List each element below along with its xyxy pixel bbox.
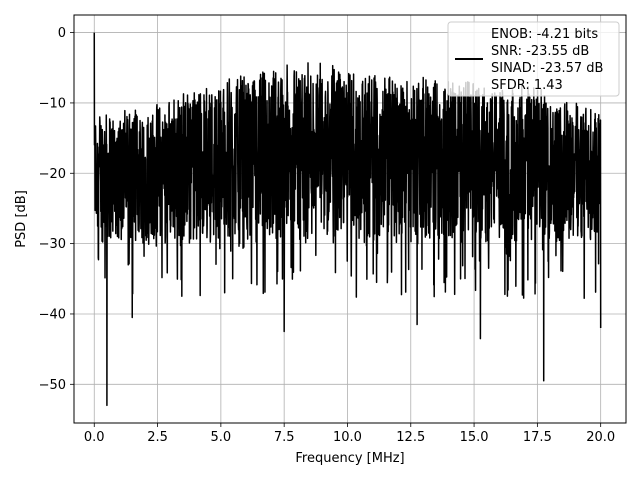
legend-sinad: SINAD: -23.57 dB xyxy=(491,61,603,76)
y-tick-label: −50 xyxy=(39,378,66,393)
legend-enob: ENOB: -4.21 bits xyxy=(491,27,598,42)
x-tick-label: 2.5 xyxy=(147,430,168,445)
x-axis-ticks: 0.0 2.5 5.0 7.5 10.0 12.5 15.0 17.5 20.0 xyxy=(84,423,615,445)
legend: ENOB: -4.21 bits SNR: -23.55 dB SINAD: -… xyxy=(447,21,620,97)
x-axis-label: Frequency [MHz] xyxy=(295,451,404,466)
legend-box xyxy=(447,21,620,97)
x-tick-label: 7.5 xyxy=(274,430,295,445)
psd-series-line xyxy=(93,32,602,407)
x-tick-label: 17.5 xyxy=(523,430,552,445)
y-tick-label: 0 xyxy=(58,26,66,41)
x-tick-label: 10.0 xyxy=(333,430,362,445)
y-tick-label: −20 xyxy=(39,167,66,182)
y-tick-label: −10 xyxy=(39,96,66,111)
x-tick-label: 5.0 xyxy=(211,430,232,445)
x-tick-label: 0.0 xyxy=(84,430,105,445)
x-tick-label: 15.0 xyxy=(460,430,489,445)
x-tick-label: 20.0 xyxy=(586,430,615,445)
legend-snr: SNR: -23.55 dB xyxy=(491,44,589,59)
x-tick-label: 12.5 xyxy=(396,430,425,445)
y-tick-label: −40 xyxy=(39,307,66,322)
legend-sfdr: SFDR: 1.43 xyxy=(491,78,563,93)
psd-trace xyxy=(93,32,602,407)
y-tick-label: −30 xyxy=(39,237,66,252)
axes-frame xyxy=(73,14,627,424)
y-axis-ticks: 0 −10 −20 −30 −40 −50 xyxy=(39,26,74,393)
y-axis-label: PSD [dB] xyxy=(14,190,29,248)
